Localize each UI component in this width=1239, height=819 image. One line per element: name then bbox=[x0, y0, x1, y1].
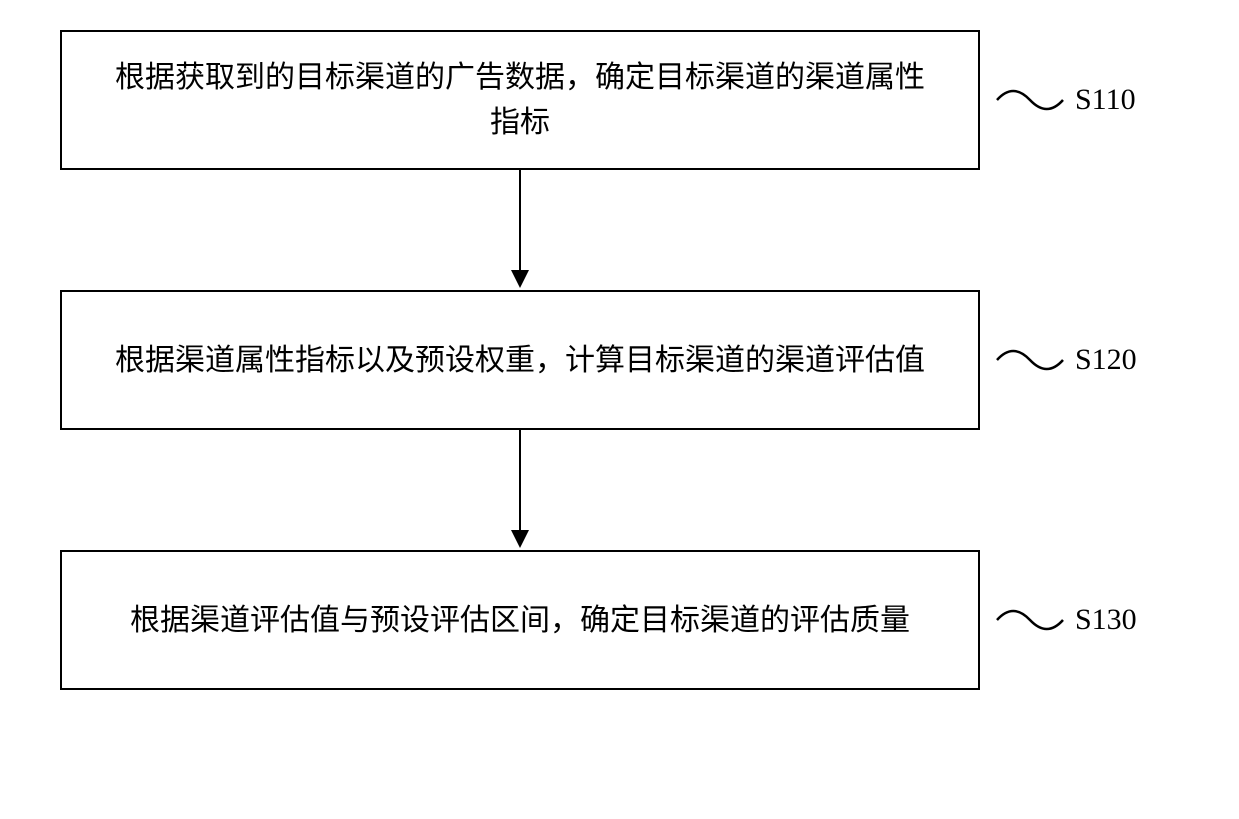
step-label-wrap-1: S110 bbox=[995, 80, 1136, 120]
curve-connector-icon bbox=[995, 340, 1065, 380]
step-text-1: 根据获取到的目标渠道的广告数据，确定目标渠道的渠道属性指标 bbox=[102, 55, 938, 145]
step-label-2: S120 bbox=[1075, 343, 1137, 377]
arrow-down-icon bbox=[505, 170, 535, 290]
curve-connector-icon bbox=[995, 80, 1065, 120]
flowchart-container: 根据获取到的目标渠道的广告数据，确定目标渠道的渠道属性指标 S110 根据渠道属… bbox=[60, 30, 1180, 690]
step-label-1: S110 bbox=[1075, 83, 1136, 117]
step-row-3: 根据渠道评估值与预设评估区间，确定目标渠道的评估质量 S130 bbox=[60, 550, 1180, 690]
arrow-down-icon bbox=[505, 430, 535, 550]
curve-connector-icon bbox=[995, 600, 1065, 640]
step-label-3: S130 bbox=[1075, 603, 1137, 637]
step-box-1: 根据获取到的目标渠道的广告数据，确定目标渠道的渠道属性指标 bbox=[60, 30, 980, 170]
step-label-wrap-2: S120 bbox=[995, 340, 1137, 380]
step-text-3: 根据渠道评估值与预设评估区间，确定目标渠道的评估质量 bbox=[130, 598, 910, 643]
arrow-wrap-2 bbox=[60, 430, 980, 550]
step-row-1: 根据获取到的目标渠道的广告数据，确定目标渠道的渠道属性指标 S110 bbox=[60, 30, 1180, 170]
arrow-wrap-1 bbox=[60, 170, 980, 290]
step-text-2: 根据渠道属性指标以及预设权重，计算目标渠道的渠道评估值 bbox=[115, 338, 925, 383]
step-label-wrap-3: S130 bbox=[995, 600, 1137, 640]
step-row-2: 根据渠道属性指标以及预设权重，计算目标渠道的渠道评估值 S120 bbox=[60, 290, 1180, 430]
step-box-2: 根据渠道属性指标以及预设权重，计算目标渠道的渠道评估值 bbox=[60, 290, 980, 430]
step-box-3: 根据渠道评估值与预设评估区间，确定目标渠道的评估质量 bbox=[60, 550, 980, 690]
